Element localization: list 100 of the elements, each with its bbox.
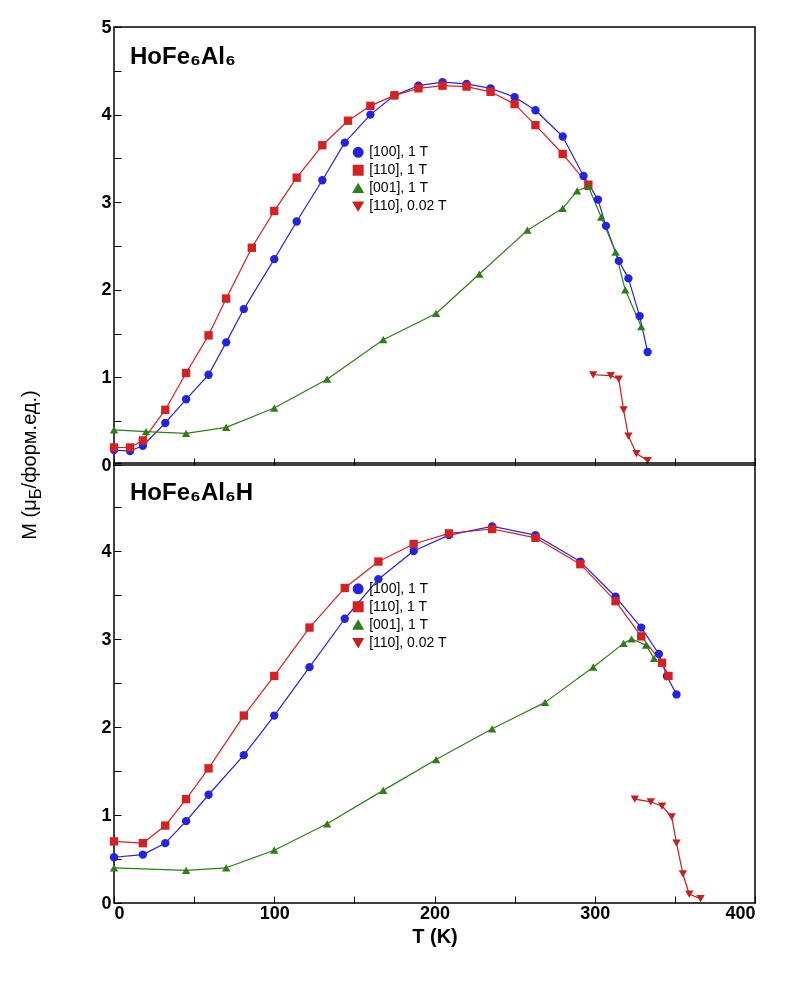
legend-label: [100], 1 T: [369, 143, 429, 160]
point: [540, 698, 550, 706]
x-tick-label: 400: [725, 902, 756, 923]
point: [619, 406, 628, 414]
point: [181, 368, 191, 378]
point: [657, 658, 667, 667]
point: [270, 711, 279, 720]
y-tick-label: 3: [101, 191, 112, 212]
point: [531, 120, 540, 130]
y-tick-label: 4: [101, 540, 112, 561]
point: [619, 639, 628, 648]
point: [431, 309, 441, 318]
point: [204, 764, 213, 773]
point: [270, 254, 279, 264]
x-tick-label: 300: [580, 902, 611, 923]
point: [627, 635, 636, 643]
annotation: HoFe₆Al₆: [130, 42, 236, 69]
point: [366, 110, 375, 119]
point: [606, 372, 615, 380]
y-tick-label: 2: [101, 279, 112, 300]
point: [161, 838, 170, 848]
point: [239, 750, 248, 760]
x-tick-label: 100: [259, 902, 290, 923]
y-tick-label: 5: [101, 16, 112, 37]
point: [270, 671, 279, 681]
point: [632, 449, 641, 458]
legend-label: [110], 0.02 T: [369, 633, 447, 650]
point: [292, 173, 301, 182]
point: [379, 786, 388, 794]
point: [672, 839, 681, 847]
point: [596, 213, 606, 221]
point: [601, 221, 611, 231]
legend-label: [001], 1 T: [369, 615, 429, 632]
point: [696, 894, 705, 903]
point: [181, 866, 191, 875]
point: [318, 141, 327, 150]
y-tick-label: 4: [101, 104, 112, 125]
point: [322, 375, 332, 383]
point: [239, 711, 248, 720]
point: [322, 820, 332, 828]
point: [672, 690, 681, 699]
point: [125, 443, 135, 452]
point: [305, 662, 314, 672]
point: [649, 654, 659, 662]
point: [138, 850, 148, 859]
point: [221, 294, 231, 303]
point: [109, 864, 119, 872]
point: [181, 816, 191, 826]
point: [221, 338, 231, 347]
x-tick-label: 0: [114, 902, 125, 923]
point: [270, 404, 279, 412]
point: [643, 347, 652, 357]
point: [366, 101, 375, 111]
point: [646, 798, 656, 806]
point: [270, 206, 279, 216]
point: [579, 171, 588, 181]
point: [161, 405, 170, 414]
point: [221, 864, 231, 872]
y-tick-label: 3: [101, 628, 112, 649]
point: [340, 138, 349, 147]
point: [475, 270, 484, 278]
point: [614, 256, 623, 266]
point: [374, 557, 383, 566]
point: [637, 632, 646, 641]
point: [340, 583, 349, 593]
point: [204, 370, 213, 379]
y-tick-label: 1: [101, 366, 112, 387]
legend-label: [110], 0.02 T: [369, 197, 447, 214]
point: [109, 853, 119, 862]
point: [181, 794, 191, 804]
point: [292, 217, 301, 226]
point: [138, 436, 148, 445]
point: [486, 87, 495, 97]
point: [204, 331, 213, 340]
point: [305, 623, 314, 632]
point: [643, 457, 652, 465]
point: [239, 304, 248, 314]
point: [611, 248, 620, 256]
point: [161, 418, 170, 428]
point: [431, 755, 441, 764]
point: [488, 725, 497, 733]
point: [621, 286, 630, 294]
point: [340, 614, 349, 623]
point: [531, 106, 540, 115]
point: [641, 641, 651, 649]
point: [270, 846, 279, 854]
point: [637, 322, 646, 331]
point: [141, 428, 151, 436]
point: [247, 243, 256, 252]
legend-label: [100], 1 T: [369, 579, 429, 596]
point: [654, 649, 664, 659]
legend-label: [110], 1 T: [369, 161, 428, 178]
point: [181, 429, 191, 438]
point: [161, 821, 170, 830]
point: [379, 336, 388, 344]
point: [558, 132, 567, 141]
point: [221, 423, 231, 431]
y-tick-label: 0: [101, 454, 112, 475]
point: [624, 274, 633, 283]
x-tick-label: 200: [419, 902, 451, 923]
